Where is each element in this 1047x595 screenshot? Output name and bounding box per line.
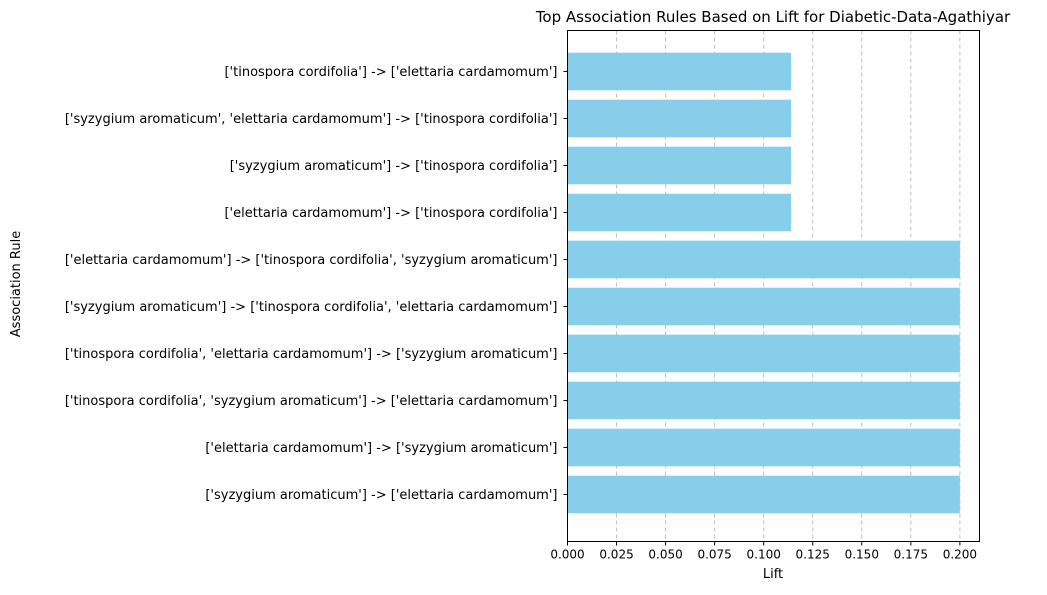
bar — [567, 193, 792, 232]
bars — [567, 52, 960, 514]
x-tick-label: 0.075 — [697, 548, 731, 562]
x-tick-label: 0.050 — [648, 548, 682, 562]
y-tick-label: ['elettaria cardamomum'] -> ['tinospora … — [224, 206, 557, 221]
bar — [567, 52, 792, 91]
y-tick-label: ['tinospora cordifolia', 'elettaria card… — [65, 347, 558, 362]
bar — [567, 428, 960, 467]
plot-frame — [567, 30, 980, 542]
y-tick-label: ['tinospora cordifolia'] -> ['elettaria … — [224, 65, 557, 80]
y-tick-label: ['elettaria cardamomum'] -> ['syzygium a… — [205, 441, 557, 456]
x-tick-label: 0.150 — [845, 548, 879, 562]
chart-title: Top Association Rules Based on Lift for … — [535, 8, 1011, 26]
y-tick-label: ['elettaria cardamomum'] -> ['tinospora … — [65, 253, 558, 268]
bar — [567, 475, 960, 514]
y-tick-label: ['syzygium aromaticum', 'elettaria carda… — [65, 112, 558, 127]
bar — [567, 99, 792, 138]
x-tick-label: 0.025 — [599, 548, 633, 562]
x-axis-label: Lift — [763, 567, 783, 582]
bar — [567, 381, 960, 420]
y-tick-labels: ['tinospora cordifolia'] -> ['elettaria … — [65, 65, 568, 503]
y-tick-label: ['syzygium aromaticum'] -> ['tinospora c… — [230, 159, 558, 174]
bar — [567, 334, 960, 373]
x-tick-label: 0.125 — [796, 548, 830, 562]
x-tick-label: 0.200 — [943, 548, 977, 562]
bar — [567, 146, 792, 185]
y-axis-label: Association Rule — [9, 231, 24, 337]
y-tick-label: ['tinospora cordifolia', 'syzygium aroma… — [65, 394, 558, 409]
x-tick-label: 0.000 — [550, 548, 584, 562]
bar — [567, 287, 960, 326]
x-tick-label: 0.175 — [894, 548, 928, 562]
y-tick-label: ['syzygium aromaticum'] -> ['elettaria c… — [205, 488, 557, 503]
x-tick-label: 0.100 — [747, 548, 781, 562]
bar — [567, 240, 960, 279]
y-tick-label: ['syzygium aromaticum'] -> ['tinospora c… — [65, 300, 558, 315]
x-tick-labels: 0.000 0.025 0.050 0.075 0.100 0.125 0.150 0.175… — [550, 541, 977, 562]
